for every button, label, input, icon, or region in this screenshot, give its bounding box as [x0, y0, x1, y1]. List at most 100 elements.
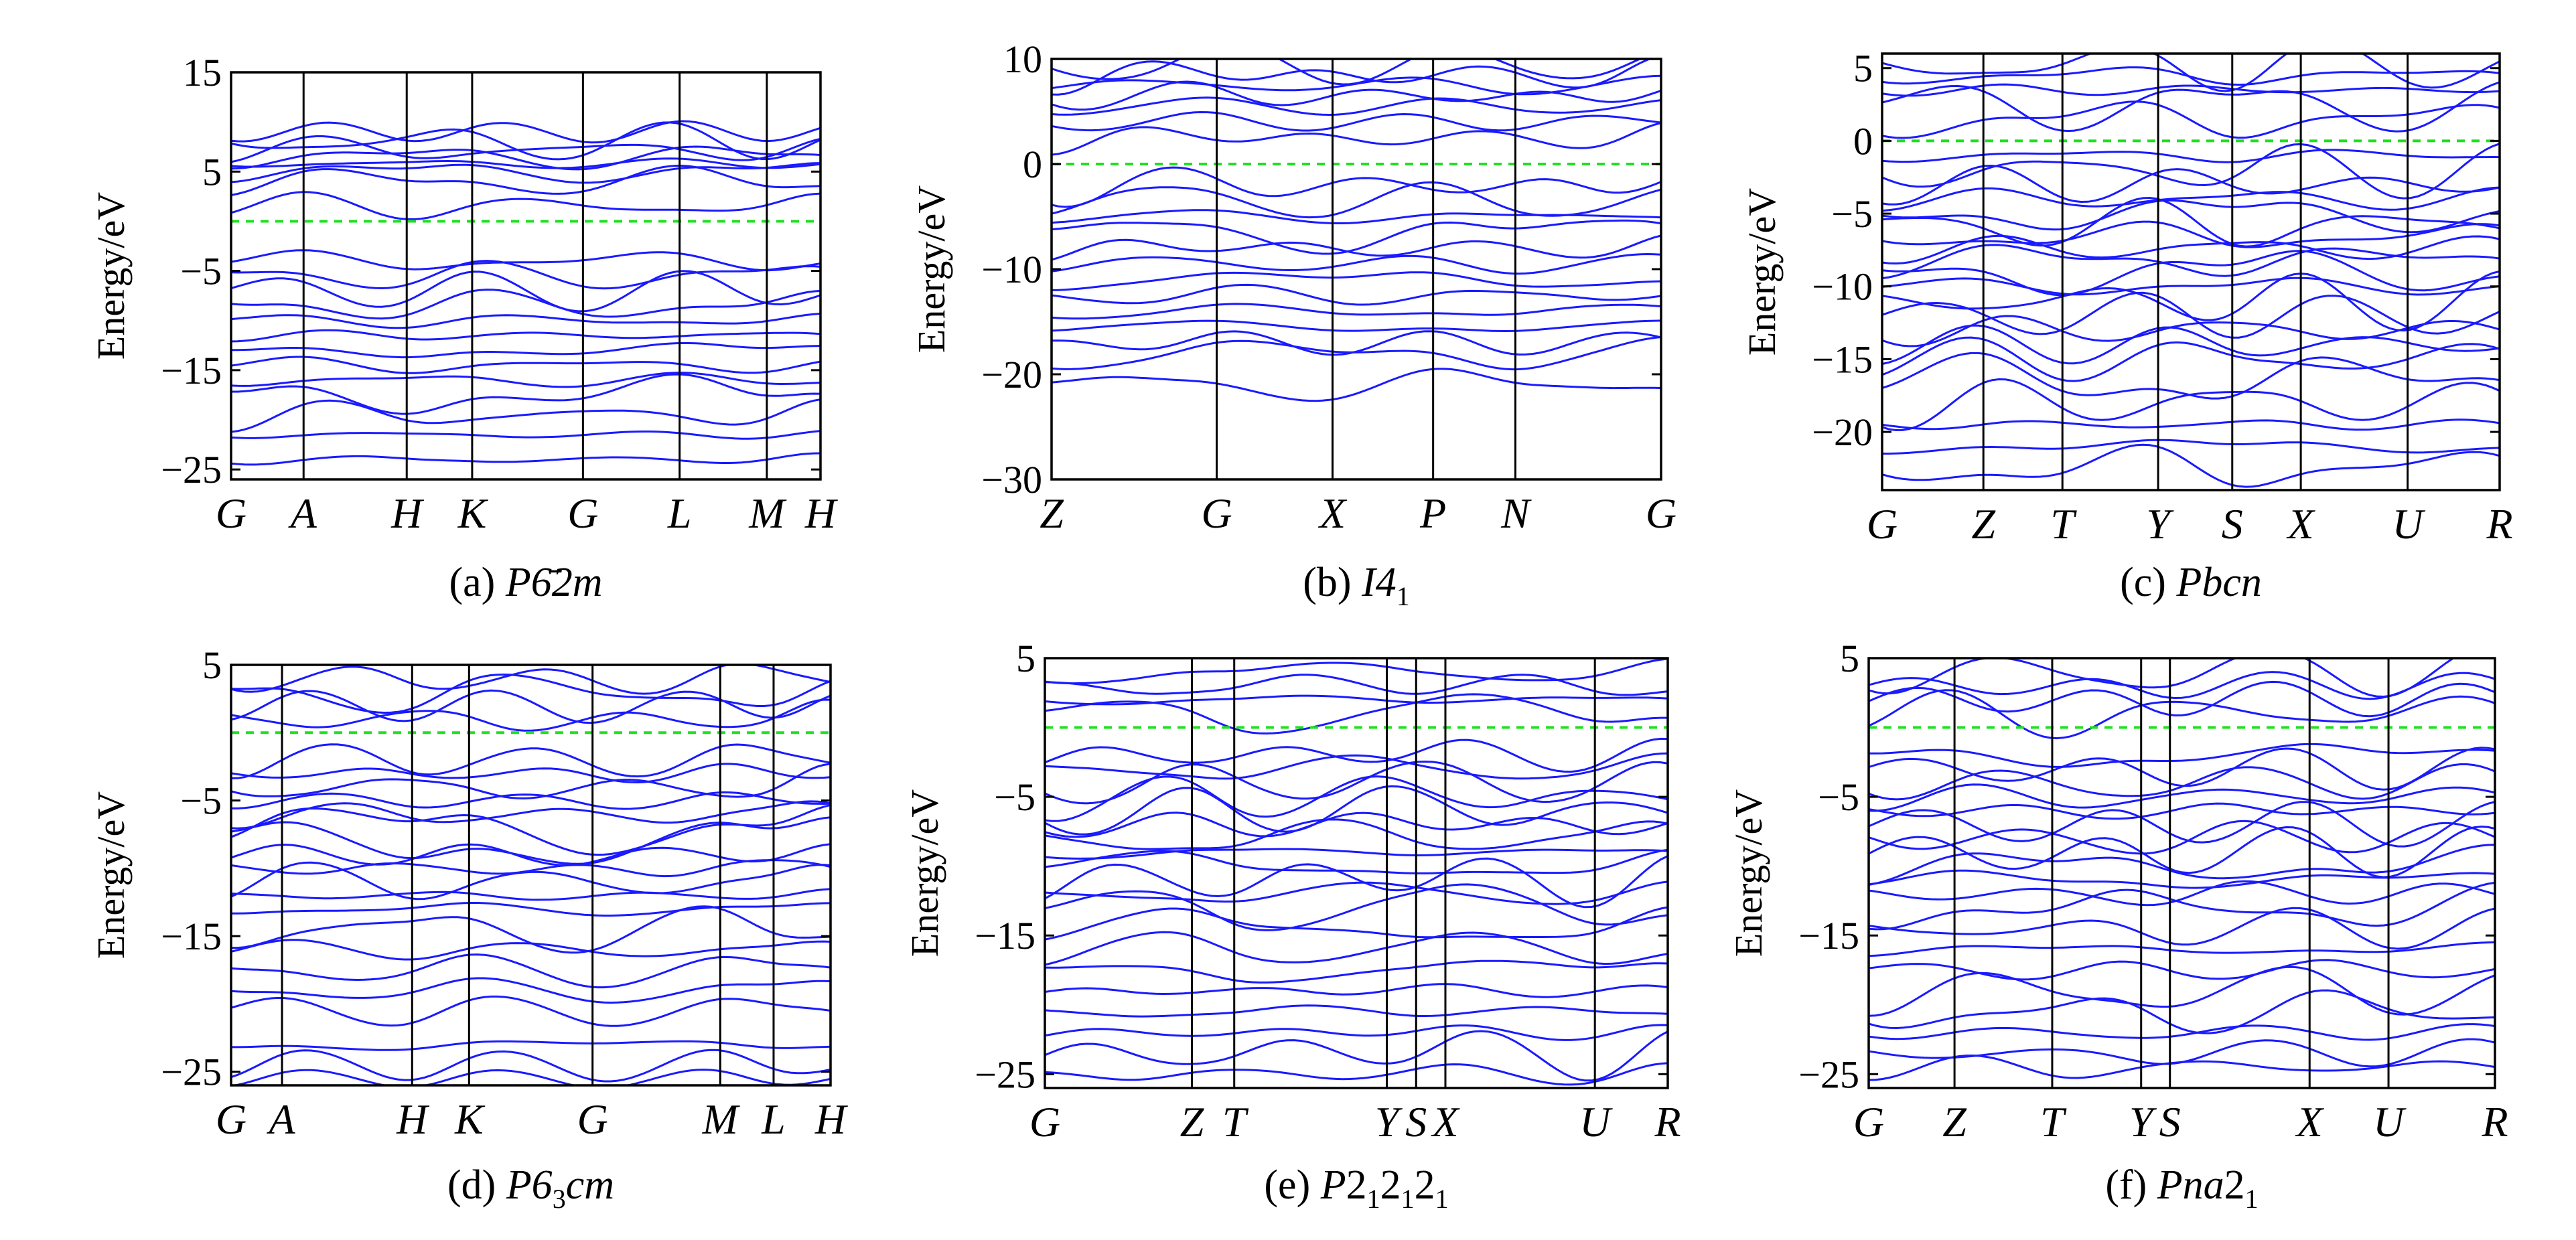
- kpoint-label: G: [577, 1095, 608, 1143]
- band-line: [231, 843, 831, 866]
- kpoint-label: R: [1654, 1098, 1680, 1146]
- band-line: [231, 763, 831, 800]
- band-line: [1045, 752, 1668, 780]
- band-line: [1882, 315, 2500, 347]
- band-line: [1045, 818, 1668, 850]
- band-line: [231, 763, 831, 784]
- plot-frame: [230, 71, 822, 481]
- panel-caption: (c) Pbcn: [2120, 560, 2262, 605]
- band-line: [1045, 880, 1668, 905]
- y-tick-label: −25: [975, 1053, 1035, 1096]
- band-line: [231, 270, 820, 313]
- bands-group: [1869, 658, 2495, 1081]
- band-line: [231, 260, 820, 290]
- band-line: [1869, 880, 2495, 907]
- band-line: [231, 157, 820, 169]
- y-tick-label: −15: [161, 349, 222, 392]
- band-line: [231, 1069, 831, 1085]
- band-line: [1869, 826, 2495, 878]
- band-line: [1052, 80, 1661, 111]
- band-line: [1882, 291, 2500, 339]
- kpoint-label: R: [2486, 500, 2512, 548]
- y-tick-label: 15: [183, 51, 222, 94]
- kpoint-label: A: [288, 489, 317, 537]
- band-line: [1882, 81, 2500, 133]
- y-axis-label: Energy/eV: [903, 789, 946, 957]
- band-line: [231, 164, 820, 196]
- y-tick-label: 5: [202, 150, 222, 193]
- band-line: [1045, 811, 1668, 838]
- band-line: [1882, 439, 2500, 455]
- kpoint-label: T: [1222, 1098, 1249, 1146]
- band-line: [1052, 330, 1661, 356]
- band-line: [1869, 959, 2495, 981]
- kpoint-label: U: [2392, 500, 2426, 548]
- kpoint-label: G: [1029, 1098, 1060, 1146]
- band-line: [1052, 110, 1661, 132]
- kpoint-label: G: [1646, 489, 1676, 537]
- kpoint-label: A: [267, 1095, 296, 1143]
- y-tick-label: −5: [180, 250, 222, 293]
- band-line: [231, 430, 820, 440]
- band-line: [231, 312, 820, 329]
- band-panel-2: Z G X P N G 10 0 −10 −20 −30 Energy/eV (b) I41: [910, 37, 1676, 611]
- band-line: [1045, 883, 1668, 931]
- band-line: [1869, 1023, 2495, 1041]
- y-tick-label: −5: [1831, 192, 1873, 236]
- kpoint-label: G: [1202, 489, 1232, 537]
- band-line: [231, 289, 820, 320]
- kpoint-label: G: [216, 489, 246, 537]
- band-line: [1882, 100, 2500, 139]
- band-line: [1052, 303, 1661, 320]
- band-line: [1882, 336, 2500, 382]
- y-tick-label: −5: [180, 779, 222, 823]
- band-line: [231, 861, 831, 901]
- band-line: [231, 977, 831, 1004]
- kpoint-label: K: [454, 1095, 486, 1143]
- band-line: [231, 939, 831, 961]
- y-tick-label: −5: [1818, 775, 1859, 819]
- panel-caption: (d) P63cm: [447, 1162, 614, 1214]
- y-tick-label: 0: [1023, 143, 1042, 186]
- band-line: [1869, 680, 2495, 718]
- band-line: [1052, 234, 1661, 261]
- kpoint-label: Z: [1180, 1098, 1205, 1146]
- kpoint-label: R: [2481, 1098, 2508, 1146]
- kpoint-label: X: [1430, 1098, 1460, 1146]
- band-line: [1052, 181, 1661, 219]
- band-line: [1869, 820, 2495, 855]
- band-line: [1882, 250, 2500, 297]
- band-line: [1882, 143, 2500, 200]
- band-line: [1869, 844, 2495, 886]
- kpoint-label: L: [667, 489, 692, 537]
- y-tick-label: 5: [1840, 637, 1859, 680]
- band-line: [1045, 785, 1668, 836]
- band-line: [1045, 760, 1668, 805]
- band-line: [231, 145, 820, 171]
- band-line: [1052, 252, 1661, 275]
- band-line: [231, 1040, 831, 1051]
- kpoint-label: U: [1579, 1098, 1613, 1146]
- band-line: [231, 398, 820, 433]
- band-line: [1882, 164, 2500, 206]
- band-line: [1869, 869, 2495, 889]
- band-line: [1882, 149, 2500, 163]
- band-line: [1869, 881, 2495, 931]
- kpoint-label: X: [1317, 489, 1348, 537]
- panel-caption: (f) Pna21: [2105, 1162, 2258, 1214]
- band-line: [1869, 1054, 2495, 1081]
- band-line: [1869, 747, 2495, 791]
- band-line: [1052, 271, 1661, 291]
- band-line: [1869, 783, 2495, 812]
- band-line: [1869, 965, 2495, 1017]
- band-line: [1052, 166, 1661, 208]
- kpoint-label: G: [1853, 1098, 1884, 1146]
- kpoint-label: H: [814, 1095, 849, 1143]
- kpoint-label: Y: [2146, 500, 2174, 548]
- y-tick-label: −10: [1812, 265, 1873, 309]
- band-line: [231, 665, 831, 695]
- kpoint-label: S: [2159, 1098, 2181, 1146]
- band-line: [1869, 802, 2495, 820]
- band-line: [1882, 220, 2500, 248]
- band-line: [1869, 689, 2495, 740]
